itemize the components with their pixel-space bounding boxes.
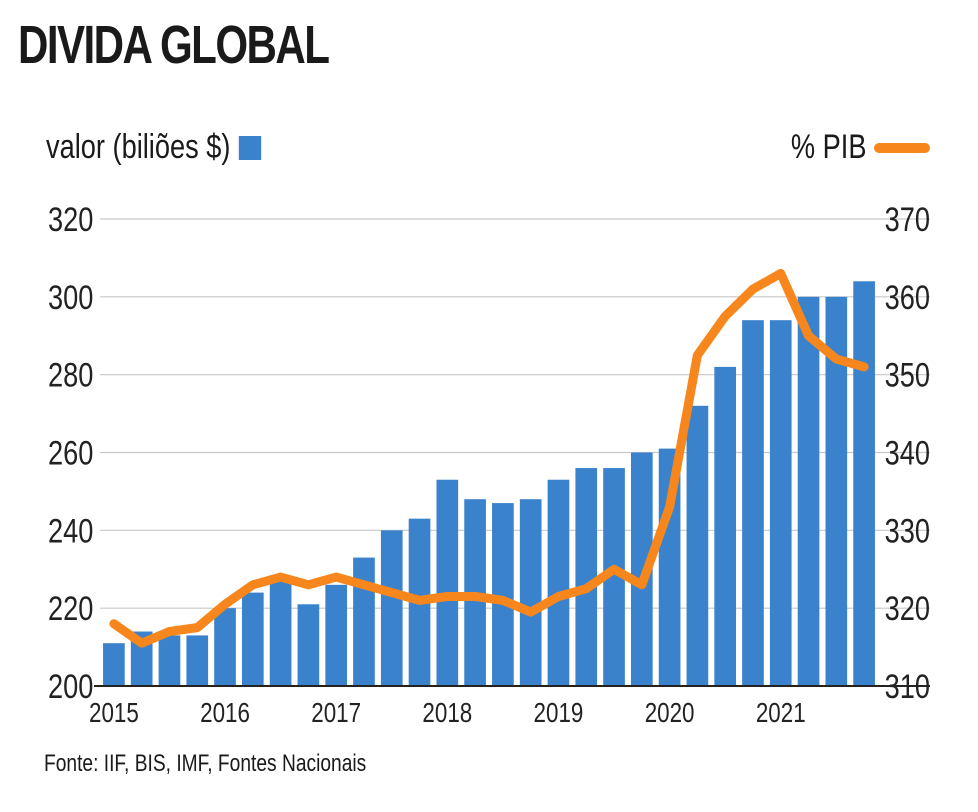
right-tick-label: 330 <box>885 511 930 550</box>
legend-line: % PIB <box>772 128 930 167</box>
right-tick-label: 350 <box>885 356 930 395</box>
bar <box>269 580 292 686</box>
line-series <box>109 268 869 648</box>
bar <box>853 281 875 686</box>
x-tick-label: 2015 <box>89 698 139 729</box>
left-tick-label: 320 <box>48 200 93 239</box>
left-tick-label: 200 <box>48 667 93 706</box>
legend-line-swatch <box>874 142 930 153</box>
left-tick-label: 240 <box>48 511 93 550</box>
bar <box>214 608 236 686</box>
left-tick-label: 280 <box>48 356 93 395</box>
bar <box>686 405 709 686</box>
bar <box>519 499 542 686</box>
bar <box>797 296 820 686</box>
bar <box>436 479 459 686</box>
bar <box>241 592 264 686</box>
right-tick-label: 370 <box>885 200 930 239</box>
bar <box>325 584 348 686</box>
bar <box>492 503 514 686</box>
bar <box>186 635 209 686</box>
legend-bars-swatch <box>238 135 261 160</box>
left-axis-ticks: 200 220 240 260 280 300 320 <box>48 200 93 706</box>
bar <box>103 643 125 686</box>
bar <box>825 296 848 686</box>
x-tick-label: 2018 <box>422 698 472 729</box>
pib-line <box>109 268 869 648</box>
bar <box>158 635 181 686</box>
right-tick-label: 360 <box>885 278 930 317</box>
bar <box>658 448 681 686</box>
bar <box>630 452 653 686</box>
x-axis-ticks: 2015 2016 2017 2018 2019 2020 2021 <box>89 698 806 729</box>
legend-bars: valor (biliões $) <box>46 128 261 167</box>
source-note: Fonte: IIF, BIS, IMF, Fontes Nacionais <box>44 750 367 777</box>
bar <box>547 479 570 686</box>
legend-bars-label: valor (biliões $) <box>46 128 231 166</box>
bar <box>742 320 764 686</box>
chart-title: DIVIDA GLOBAL <box>18 15 330 75</box>
x-tick-label: 2020 <box>645 698 695 729</box>
legend-line-label: % PIB <box>790 128 866 166</box>
bar <box>380 530 403 686</box>
right-tick-label: 320 <box>885 589 930 628</box>
right-tick-label: 340 <box>885 434 930 473</box>
bar <box>769 320 792 686</box>
left-tick-label: 260 <box>48 434 93 473</box>
x-tick-label: 2017 <box>311 698 361 729</box>
bar <box>353 557 375 686</box>
bar <box>297 604 320 686</box>
left-tick-label: 220 <box>48 589 93 628</box>
bar <box>575 468 598 686</box>
bar <box>603 468 625 686</box>
bar-series <box>103 281 875 686</box>
left-tick-label: 300 <box>48 278 93 317</box>
bar <box>714 366 737 686</box>
grid-lines <box>100 218 930 609</box>
x-tick-label: 2019 <box>534 698 584 729</box>
x-tick-label: 2021 <box>756 698 806 729</box>
x-tick-label: 2016 <box>200 698 250 729</box>
